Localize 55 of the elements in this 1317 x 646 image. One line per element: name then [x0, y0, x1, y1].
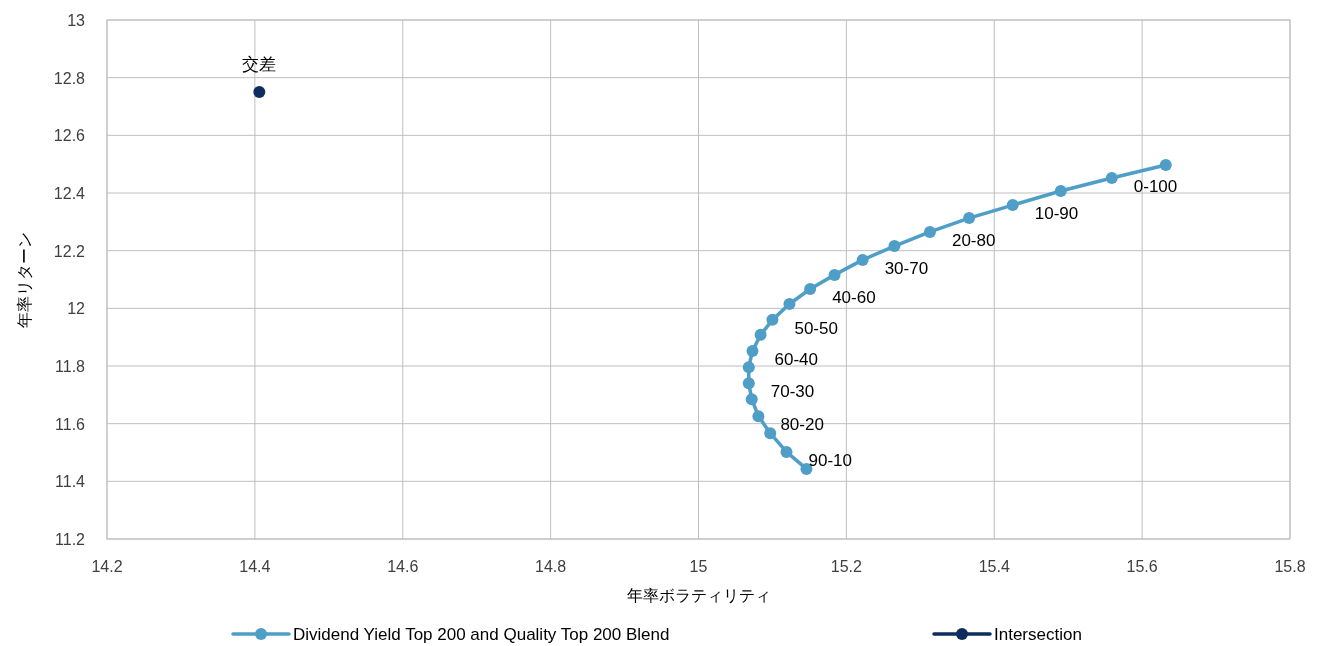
point	[856, 253, 869, 266]
y-tick-label: 12.2	[53, 242, 86, 260]
point	[766, 313, 779, 326]
data-label: 60-40	[774, 350, 818, 370]
data-label: 交差	[242, 55, 277, 75]
point	[746, 345, 759, 358]
point	[745, 393, 758, 406]
point	[754, 328, 767, 341]
point	[764, 427, 777, 440]
y-tick-label: 11.8	[55, 358, 86, 375]
data-label: 0-100	[1133, 177, 1178, 197]
point	[1159, 159, 1172, 172]
data-label: 70-30	[770, 382, 815, 402]
y-tick-label: 12	[67, 300, 86, 318]
y-tick-label: 11.4	[55, 473, 86, 491]
x-tick-label: 15.2	[830, 558, 863, 575]
data-label: 40-60	[832, 288, 876, 308]
point	[780, 445, 793, 458]
x-tick-label: 15.6	[1126, 558, 1158, 575]
data-label: 50-50	[794, 318, 838, 338]
x-axis-title: 年率ボラティリティ	[626, 587, 771, 604]
y-tick-label: 11.2	[55, 531, 86, 548]
point	[752, 410, 765, 423]
point	[742, 361, 755, 374]
point	[804, 283, 817, 296]
y-tick-label: 13	[67, 12, 86, 29]
x-tick-label: 14.2	[91, 558, 123, 575]
y-tick-label: 11.6	[55, 415, 86, 433]
point	[888, 240, 901, 253]
x-tick-label: 14.8	[535, 558, 567, 575]
data-label: 10-90	[1034, 204, 1079, 224]
point	[828, 268, 841, 281]
x-tick-label: 14.6	[387, 558, 419, 575]
point	[1054, 184, 1067, 197]
point	[1105, 172, 1118, 185]
x-tick-label: 15.8	[1274, 558, 1306, 575]
x-tick-label: 15.4	[978, 558, 1010, 575]
x-tick-label: 15	[689, 558, 708, 575]
data-label: 30-70	[884, 258, 929, 278]
y-tick-label: 12.4	[53, 185, 86, 202]
y-tick-label: 12.8	[53, 69, 86, 87]
point	[923, 225, 936, 238]
point	[742, 377, 755, 390]
legend-label: Dividend Yield Top 200 and Quality Top 200 Blend	[293, 625, 670, 644]
point	[783, 298, 796, 311]
point	[253, 86, 266, 99]
legend-label: Intersection	[994, 625, 1082, 644]
x-tick-label: 14.4	[239, 558, 271, 575]
data-label: 80-20	[780, 415, 824, 435]
point	[1006, 199, 1019, 212]
y-axis-title: 年率リターン	[16, 231, 33, 328]
data-label: 90-10	[808, 450, 852, 470]
y-tick-label: 12.6	[53, 127, 86, 145]
point	[963, 212, 976, 225]
data-label: 20-80	[951, 230, 996, 250]
